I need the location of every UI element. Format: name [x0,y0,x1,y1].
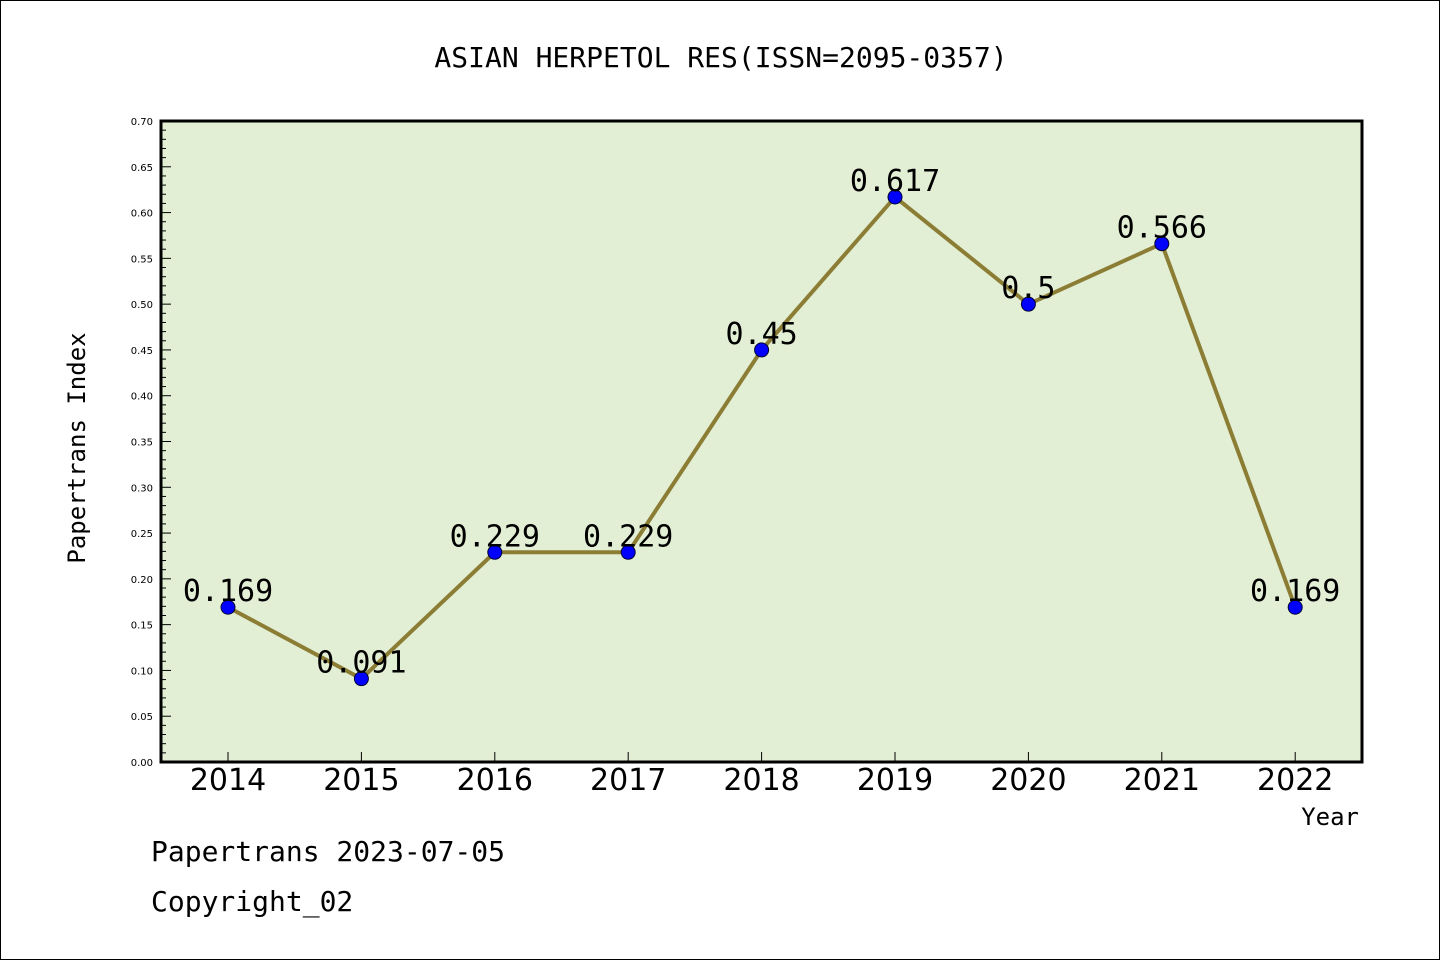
data-point [754,342,770,358]
data-label: 0.566 [1117,211,1207,246]
chart-title: ASIAN HERPETOL RES(ISSN=2095-0357) [434,41,1007,74]
data-label: 0.5 [1001,271,1055,306]
data-point [620,544,636,560]
footer-date: Papertrans 2023-07-05 [151,835,506,868]
x-tick-label: 2017 [590,763,666,798]
x-tick-label: 2022 [1257,763,1333,798]
data-label: 0.091 [316,646,406,681]
data-points [220,189,1303,687]
footer-copyright: Copyright_02 [151,885,354,918]
plot-area [159,119,1364,764]
x-tick-label: 2018 [723,763,799,798]
x-axis: 2014 2015 2016 2017 2018 2019 2020 2021 2022 [190,752,1333,798]
y-tick-label: 0.25 [131,529,153,540]
y-tick-label: 0.00 [131,758,153,769]
y-tick-label: 0.20 [131,575,153,586]
x-tick-label: 2016 [457,763,533,798]
data-label: 0.169 [1250,574,1340,609]
data-point [353,671,369,687]
x-tick-label: 2014 [190,763,266,798]
data-point [1287,599,1303,615]
y-tick-label: 0.15 [131,621,153,632]
x-axis-label: Year [1301,803,1359,831]
y-tick-label: 0.65 [131,163,153,174]
y-tick-label: 0.55 [131,254,153,265]
y-tick-label: 0.05 [131,712,153,723]
data-label: 0.229 [583,519,673,554]
data-point [1154,236,1170,252]
data-point [487,544,503,560]
x-tick-label: 2020 [990,763,1066,798]
data-label: 0.229 [450,519,540,554]
y-tick-label: 0.40 [131,392,153,403]
data-label: 0.617 [850,164,940,199]
y-tick-label: 0.60 [131,209,153,220]
y-tick-label: 0.30 [131,483,153,494]
data-point [1020,296,1036,312]
x-tick-label: 2015 [323,763,399,798]
data-point [220,599,236,615]
x-tick-label: 2021 [1124,763,1200,798]
data-labels: 0.169 0.091 0.229 0.229 0.45 0.617 0.5 0.566 0.1… [183,164,1341,681]
data-point [887,189,903,205]
y-axis: 0.00 0.05 0.10 0.15 0.20 0.25 0.30 0.35 0.40 0.45… [131,117,171,769]
y-tick-label: 0.50 [131,300,153,311]
data-label: 0.169 [183,574,273,609]
y-tick-label: 0.35 [131,438,153,449]
y-tick-label: 0.10 [131,666,153,677]
y-tick-label: 0.70 [131,117,153,128]
y-tick-label: 0.45 [131,346,153,357]
x-tick-label: 2019 [857,763,933,798]
data-label: 0.45 [725,317,797,352]
y-axis-label: Papertrans Index [63,332,91,563]
